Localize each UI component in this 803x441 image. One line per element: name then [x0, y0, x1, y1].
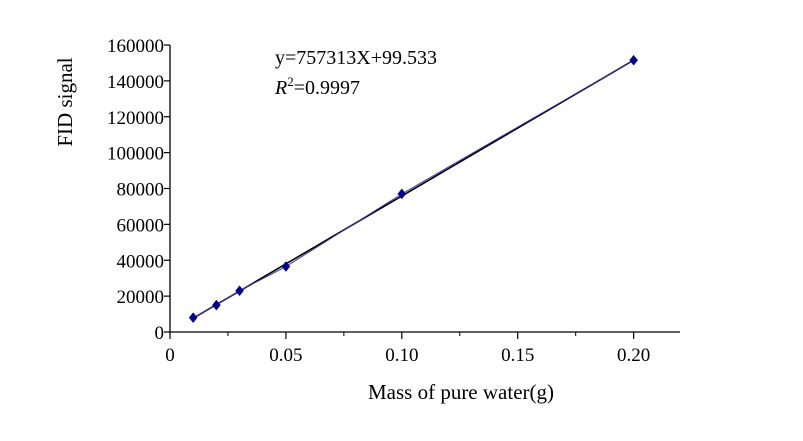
data-point-diamond — [397, 188, 407, 200]
y-tick-label: 0 — [155, 323, 165, 344]
x-tick-label: 0.10 — [385, 345, 418, 366]
y-tick-label: 20000 — [117, 287, 165, 308]
data-series-group — [188, 54, 638, 324]
x-axis-title: Mass of pure water(g) — [368, 380, 554, 404]
axes — [164, 44, 680, 339]
tick-labels-group: 0 20000 40000 60000 80000 100000 120000 140000 1… — [107, 36, 650, 366]
fit-line-group — [192, 59, 635, 319]
y-axis-title: FID signal — [53, 57, 77, 146]
y-tick-label: 100000 — [107, 144, 164, 165]
r-squared-exponent: 2 — [287, 74, 294, 89]
y-tick-label: 120000 — [107, 108, 164, 129]
x-tick-label: 0.20 — [617, 345, 650, 366]
y-tick-label: 160000 — [107, 36, 164, 57]
y-tick-label: 140000 — [107, 72, 164, 93]
series-connecting-line — [192, 59, 634, 319]
y-tick-label: 80000 — [117, 180, 165, 201]
r-squared-value: =0.9997 — [294, 77, 360, 99]
x-tick-label: 0.05 — [269, 345, 302, 366]
data-point-diamond — [281, 261, 291, 272]
x-tick-label: 0 — [165, 345, 175, 366]
y-tick-label: 40000 — [117, 251, 165, 272]
data-point-diamond — [212, 299, 221, 311]
data-point-diamond — [235, 285, 244, 297]
r-squared-symbol: R — [274, 77, 287, 99]
y-tick-label: 60000 — [117, 215, 165, 236]
x-tick-label: 0.15 — [501, 345, 534, 366]
linear-fit-line — [192, 59, 635, 319]
data-point-diamond — [629, 54, 638, 66]
equation-annotation: y=757313X+99.533 — [275, 47, 437, 69]
r-squared-annotation: R2=0.9997 — [274, 74, 360, 99]
data-point-diamond — [188, 312, 198, 324]
